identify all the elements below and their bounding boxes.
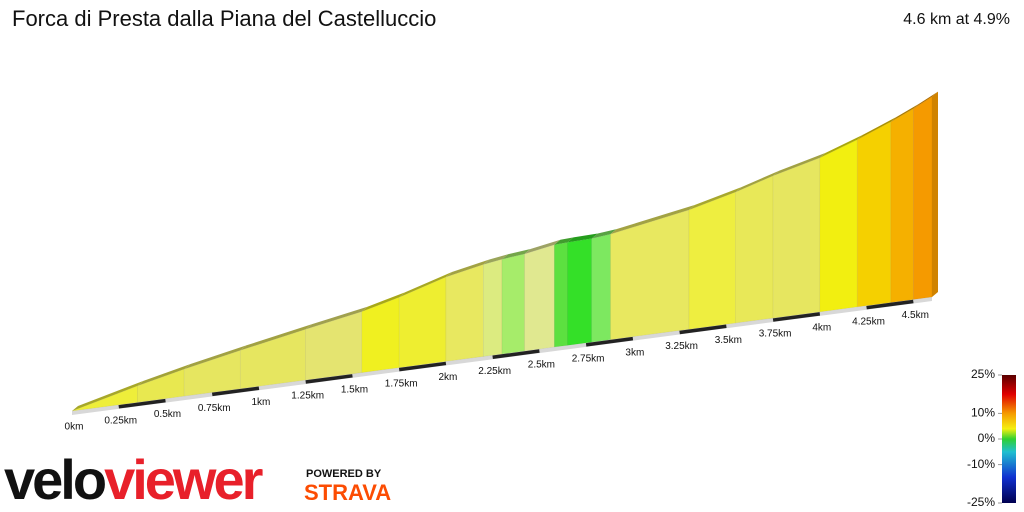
- profile-top: [857, 116, 897, 140]
- profile-top: [445, 259, 490, 277]
- x-tick-label: 2.75km: [572, 353, 605, 364]
- x-tick-label: 4km: [812, 323, 831, 334]
- profile-segment: [137, 368, 185, 403]
- profile-top: [819, 134, 864, 158]
- profile-top: [688, 186, 742, 210]
- profile-top: [591, 229, 617, 239]
- profile-top: [890, 103, 920, 122]
- x-tick-label: 1.75km: [385, 378, 418, 389]
- x-tick-label: 3.75km: [759, 329, 792, 340]
- x-tick-label: 1.25km: [291, 391, 324, 402]
- profile-segment: [772, 157, 821, 319]
- profile-segment: [567, 238, 593, 346]
- distance-dash: [211, 386, 260, 397]
- scale-label: 0%: [978, 431, 996, 445]
- profile-segment: [890, 108, 914, 303]
- profile-top: [773, 152, 826, 176]
- profile-top: [137, 364, 191, 386]
- profile-top: [184, 345, 247, 370]
- scale-label: -25%: [967, 495, 995, 509]
- profile-segment: [913, 96, 933, 300]
- distance-dash: [305, 374, 353, 384]
- x-tick-label: 0.5km: [154, 409, 181, 420]
- x-tick-label: 2.5km: [528, 360, 555, 371]
- x-tick-label: 3.5km: [715, 335, 742, 346]
- profile-top: [735, 170, 780, 192]
- distance-dash: [866, 299, 914, 310]
- profile-segment: [856, 121, 892, 308]
- profile-top: [361, 292, 406, 312]
- powered-by: POWERED BY: [306, 468, 382, 480]
- strava: STRAVA: [304, 480, 391, 505]
- distance-dash: [679, 324, 727, 335]
- profile-segment: [305, 311, 363, 381]
- profile-segment: [554, 241, 568, 348]
- scale-label: 10%: [971, 406, 995, 420]
- profile-segment: [483, 258, 503, 357]
- scale-label: 25%: [971, 367, 995, 381]
- profile-segment: [819, 139, 858, 313]
- scale-label: -10%: [967, 457, 995, 471]
- gradient-scale: [1002, 375, 1016, 503]
- x-tick-label: 2km: [438, 372, 457, 383]
- x-tick-label: 1km: [252, 397, 271, 408]
- x-tick-label: 3km: [625, 347, 644, 358]
- profile-top: [913, 91, 938, 109]
- x-tick-label: 2.25km: [478, 366, 511, 377]
- profile-top: [399, 271, 452, 298]
- logo-text: veloviewer: [4, 448, 263, 511]
- distance-dash: [118, 398, 166, 409]
- profile-segment: [501, 253, 525, 355]
- x-tick-label: 4.25km: [852, 316, 885, 327]
- profile-segment: [445, 264, 484, 362]
- profile-top: [305, 306, 368, 330]
- distance-dash: [398, 361, 447, 372]
- profile-top: [502, 248, 531, 260]
- distance-dash: [772, 312, 821, 322]
- chart-title: Forca di Presta dalla Piana del Castellu…: [12, 6, 436, 31]
- profile-top: [72, 380, 144, 411]
- profile-top: [483, 254, 508, 265]
- logo-viewer: viewer: [104, 448, 263, 511]
- x-tick-label: 0km: [65, 422, 84, 433]
- profile-top: [524, 239, 561, 254]
- x-tick-label: 0.25km: [104, 415, 137, 426]
- profile-segment: [524, 244, 555, 352]
- logo-velo: velo: [4, 448, 106, 511]
- profile-segment: [735, 175, 774, 324]
- profile-top: [610, 204, 695, 235]
- profile-segment: [591, 233, 611, 343]
- profile-side: [932, 91, 938, 297]
- distance-dash: [585, 336, 634, 347]
- profile-top: [240, 324, 312, 351]
- profile-segment: [398, 276, 447, 368]
- distance-dash: [492, 349, 540, 359]
- x-tick-label: 1.5km: [341, 384, 368, 395]
- x-tick-label: 4.5km: [902, 310, 929, 321]
- x-tick-label: 0.75km: [198, 403, 231, 414]
- subtitle: 4.6 km at 4.9%: [903, 11, 1010, 28]
- profile-top: [567, 233, 598, 243]
- profile-segment: [688, 191, 736, 330]
- x-tick-label: 3.25km: [665, 341, 698, 352]
- profile-top: [554, 237, 574, 245]
